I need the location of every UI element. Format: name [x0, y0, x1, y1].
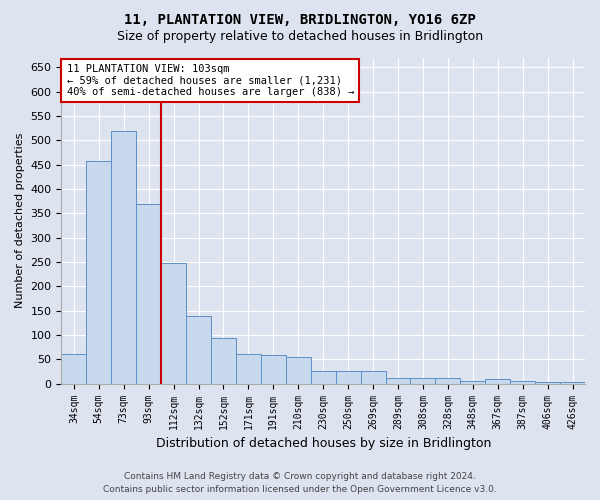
Bar: [436, 378, 460, 384]
Text: 11, PLANTATION VIEW, BRIDLINGTON, YO16 6ZP: 11, PLANTATION VIEW, BRIDLINGTON, YO16 6…: [124, 12, 476, 26]
Bar: [335, 371, 361, 384]
Bar: [161, 263, 186, 384]
Bar: [286, 357, 311, 384]
Bar: [311, 371, 335, 384]
Bar: [136, 204, 161, 384]
Y-axis label: Number of detached properties: Number of detached properties: [15, 133, 25, 308]
Text: Contains HM Land Registry data © Crown copyright and database right 2024.
Contai: Contains HM Land Registry data © Crown c…: [103, 472, 497, 494]
Bar: [510, 382, 535, 384]
Text: 11 PLANTATION VIEW: 103sqm
← 59% of detached houses are smaller (1,231)
40% of s: 11 PLANTATION VIEW: 103sqm ← 59% of deta…: [67, 64, 354, 97]
Bar: [236, 354, 261, 384]
Bar: [186, 316, 211, 384]
Bar: [460, 381, 485, 384]
Bar: [261, 356, 286, 384]
Text: Size of property relative to detached houses in Bridlington: Size of property relative to detached ho…: [117, 30, 483, 43]
Bar: [485, 379, 510, 384]
Bar: [86, 160, 111, 384]
Bar: [111, 130, 136, 384]
Bar: [535, 382, 560, 384]
Bar: [361, 371, 386, 384]
X-axis label: Distribution of detached houses by size in Bridlington: Distribution of detached houses by size …: [155, 437, 491, 450]
Bar: [211, 338, 236, 384]
Bar: [560, 382, 585, 384]
Bar: [61, 354, 86, 384]
Bar: [386, 378, 410, 384]
Bar: [410, 378, 436, 384]
